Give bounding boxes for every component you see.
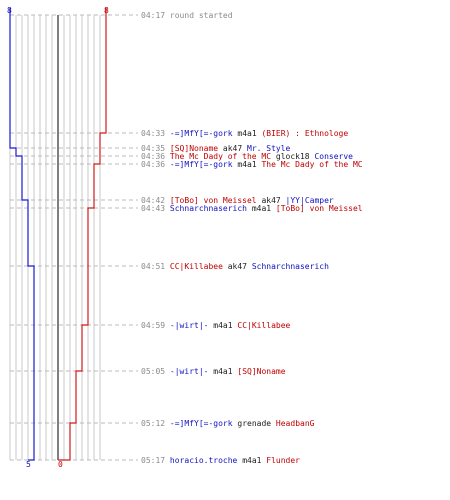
killer-name: horacio.troche (169, 456, 238, 465)
event-time: 05:05 (141, 367, 166, 376)
victim-name: The Mc Dady of the MC (261, 160, 363, 169)
event-time: 04:59 (141, 321, 166, 330)
killer-name: The Mc Dady of the MC (169, 152, 272, 161)
team-a-start-count: 8 (7, 6, 12, 15)
event-row: 04:42 [ToBo] von Meissel ak47 |YY|Camper (141, 196, 334, 206)
event-message: round started (169, 11, 233, 20)
victim-name: HeadbanG (275, 419, 315, 428)
team-a-end-count: 5 (26, 460, 31, 469)
killer-name: -=]MfY[=-gork (169, 160, 233, 169)
killer-name: [SQ]Noname (169, 144, 219, 153)
victim-name: (BIER) : Ethnologe (261, 129, 349, 138)
event-row: 04:36 The Mc Dady of the MC glock18 Cons… (141, 152, 353, 162)
event-row: 05:12 -=]MfY[=-gork grenade HeadbanG (141, 419, 314, 429)
victim-name: Conserve (314, 152, 353, 161)
event-row: 04:59 -|wirt|- m4a1 CC|Killabee (141, 321, 290, 331)
event-time: 04:51 (141, 262, 166, 271)
killer-name: -=]MfY[=-gork (169, 419, 233, 428)
weapon-name: m4a1 (213, 321, 233, 330)
event-row: 04:17 round started (141, 11, 233, 21)
weapon-name: grenade (237, 419, 272, 428)
team-b-alive-line (58, 8, 107, 461)
victim-name: CC|Killabee (237, 321, 291, 330)
event-row: 04:43 Schnarchnaserich m4a1 [ToBo] von M… (141, 204, 363, 214)
team-b-end-count: 0 (58, 460, 63, 469)
event-row: 05:05 -|wirt|- m4a1 [SQ]Noname (141, 367, 286, 377)
weapon-name: m4a1 (237, 160, 257, 169)
killer-name: -|wirt|- (169, 321, 209, 330)
event-time: 04:35 (141, 144, 166, 153)
weapon-name: m4a1 (242, 456, 262, 465)
team-a-alive-line (9, 8, 35, 461)
weapon-name: m4a1 (237, 129, 257, 138)
victim-name: [ToBo] von Meissel (275, 204, 363, 213)
event-row: 04:33 -=]MfY[=-gork m4a1 (BIER) : Ethnol… (141, 129, 348, 139)
event-time: 05:12 (141, 419, 166, 428)
weapon-name: m4a1 (213, 367, 233, 376)
event-time: 04:43 (141, 204, 166, 213)
victim-name: Schnarchnaserich (251, 262, 329, 271)
event-row: 04:51 CC|Killabee ak47 Schnarchnaserich (141, 262, 329, 272)
weapon-name: ak47 (227, 262, 247, 271)
weapon-name: ak47 (261, 196, 281, 205)
team-b-start-count: 8 (104, 6, 109, 15)
event-time: 04:17 (141, 11, 166, 20)
weapon-name: ak47 (222, 144, 243, 153)
victim-name: Mr. Style (247, 144, 291, 153)
event-row: 05:17 horacio.troche m4a1 Flunder (141, 456, 300, 466)
event-time: 05:17 (141, 456, 166, 465)
event-row: 04:35 [SQ]Noname ak47 Mr. Style (141, 144, 290, 154)
killer-name: [ToBo] von Meissel (169, 196, 257, 205)
weapon-name: m4a1 (251, 204, 272, 213)
weapon-name: glock18 (275, 152, 310, 161)
victim-name: [SQ]Noname (237, 367, 286, 376)
victim-name: Flunder (266, 456, 300, 465)
killer-name: Schnarchnaserich (169, 204, 247, 213)
killer-name: -=]MfY[=-gork (169, 129, 233, 138)
event-row: 04:36 -=]MfY[=-gork m4a1 The Mc Dady of … (141, 160, 363, 170)
event-time: 04:42 (141, 196, 166, 205)
event-time: 04:36 (141, 152, 166, 161)
victim-name: |YY|Camper (285, 196, 334, 205)
killer-name: CC|Killabee (169, 262, 223, 271)
event-time: 04:36 (141, 160, 166, 169)
event-time: 04:33 (141, 129, 166, 138)
killer-name: -|wirt|- (169, 367, 209, 376)
